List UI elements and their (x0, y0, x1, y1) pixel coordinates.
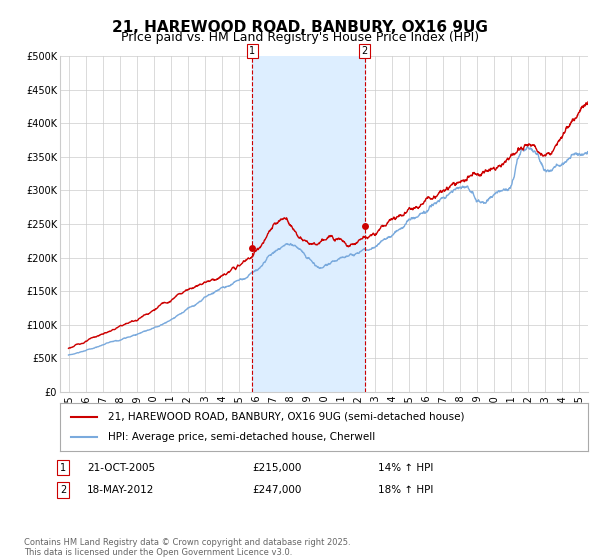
Text: 2: 2 (60, 485, 66, 495)
Text: 14% ↑ HPI: 14% ↑ HPI (378, 463, 433, 473)
Text: 21, HAREWOOD ROAD, BANBURY, OX16 9UG: 21, HAREWOOD ROAD, BANBURY, OX16 9UG (112, 20, 488, 35)
Text: 21, HAREWOOD ROAD, BANBURY, OX16 9UG (semi-detached house): 21, HAREWOOD ROAD, BANBURY, OX16 9UG (se… (107, 412, 464, 422)
Text: 1: 1 (60, 463, 66, 473)
Text: 1: 1 (250, 46, 256, 56)
Text: £247,000: £247,000 (252, 485, 301, 495)
Text: HPI: Average price, semi-detached house, Cherwell: HPI: Average price, semi-detached house,… (107, 432, 375, 442)
Text: 18% ↑ HPI: 18% ↑ HPI (378, 485, 433, 495)
Text: 18-MAY-2012: 18-MAY-2012 (87, 485, 154, 495)
Text: £215,000: £215,000 (252, 463, 301, 473)
Text: Contains HM Land Registry data © Crown copyright and database right 2025.
This d: Contains HM Land Registry data © Crown c… (24, 538, 350, 557)
Text: 21-OCT-2005: 21-OCT-2005 (87, 463, 155, 473)
Text: Price paid vs. HM Land Registry's House Price Index (HPI): Price paid vs. HM Land Registry's House … (121, 31, 479, 44)
Text: 2: 2 (361, 46, 368, 56)
Bar (253, 56, 365, 392)
